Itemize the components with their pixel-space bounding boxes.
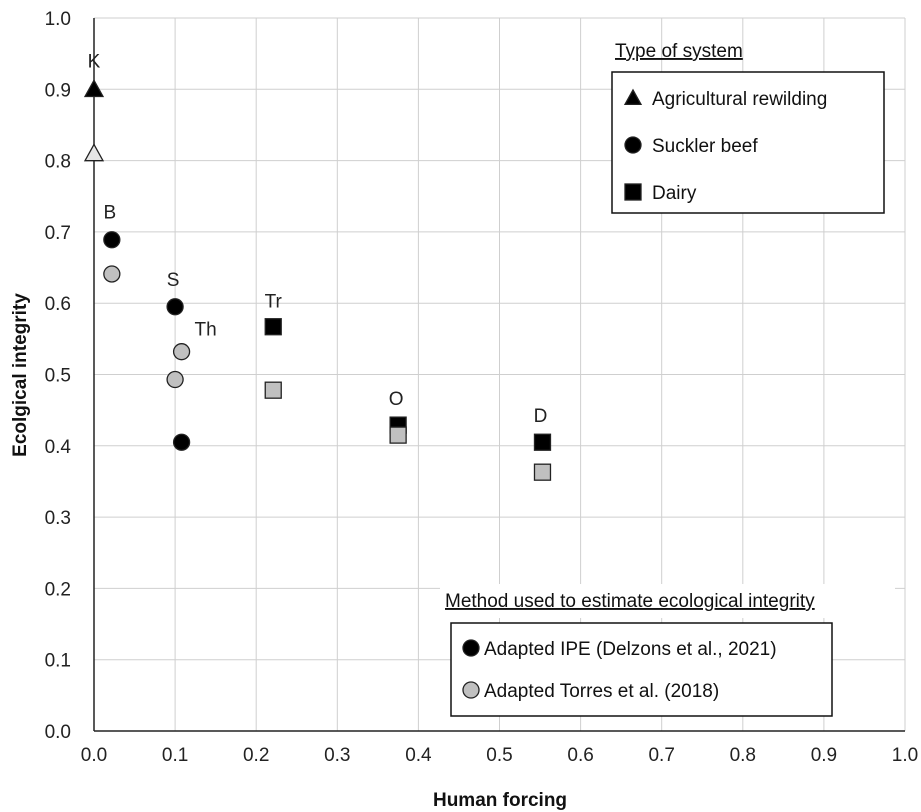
x-tick-label: 0.2 [243, 745, 269, 766]
data-points [83, 78, 552, 481]
x-axis-title: Human forcing [433, 790, 567, 811]
legend-entry-label: Dairy [652, 183, 697, 204]
chart-axes [93, 18, 905, 732]
y-tick-label: 0.1 [45, 651, 71, 672]
y-tick-label: 0.5 [45, 366, 71, 387]
legend-entry-label: Adapted Torres et al. (2018) [484, 681, 719, 702]
data-point-circle [166, 370, 184, 389]
point-label: S [167, 270, 180, 291]
chart-grid [94, 17, 906, 731]
point-label: B [103, 203, 116, 224]
y-tick-label: 0.6 [45, 294, 71, 315]
data-point-circle [103, 265, 121, 283]
y-tick-label: 0.4 [45, 437, 72, 458]
point-label: O [389, 389, 404, 410]
y-tick-label: 0.0 [45, 722, 71, 743]
data-point-square [264, 381, 282, 399]
data-point-triangle [83, 78, 105, 98]
legend-entry-label: Agricultural rewilding [652, 89, 827, 110]
x-tick-label: 0.1 [162, 745, 188, 766]
data-point-square [533, 433, 552, 451]
x-tick-label: 0.5 [486, 745, 512, 766]
x-tick-label: 0.0 [81, 745, 107, 766]
data-point-circle [166, 298, 184, 316]
legend-entry-label: Adapted IPE (Delzons et al., 2021) [484, 639, 777, 660]
y-tick-labels: 0.0 0.1 0.2 0.3 0.4 0.5 0.6 0.7 0.8 0.9 1.0 [45, 9, 72, 743]
y-tick-label: 1.0 [45, 9, 71, 30]
legend-marker-circle [624, 136, 642, 154]
legend-entry-label: Suckler beef [652, 136, 758, 157]
x-tick-labels: 0.0 0.1 0.2 0.3 0.4 0.5 0.6 0.7 0.8 0.9 1.0 [81, 745, 918, 766]
point-label: D [534, 406, 548, 427]
point-label: Th [194, 320, 216, 341]
legend-method-title: Method used to estimate ecological integ… [445, 591, 815, 612]
x-tick-label: 0.8 [730, 745, 756, 766]
y-tick-label: 0.3 [45, 508, 71, 529]
legend-method-box [450, 622, 833, 717]
legend-system-title: Type of system [615, 41, 743, 62]
data-point-circle [172, 433, 191, 451]
y-tick-label: 0.9 [45, 80, 71, 101]
data-point-circle [103, 231, 121, 249]
y-tick-label: 0.2 [45, 579, 71, 600]
y-tick-label: 0.7 [45, 223, 71, 244]
x-tick-label: 0.3 [324, 745, 350, 766]
data-point-square [389, 426, 407, 444]
legend-method-bg [440, 584, 895, 618]
y-tick-label: 0.8 [45, 152, 71, 173]
point-label: K [88, 51, 101, 72]
legend-marker-triangle [623, 88, 643, 106]
point-label: Tr [265, 292, 283, 313]
x-tick-label: 0.9 [811, 745, 837, 766]
legend-method: Method used to estimate ecological integ… [440, 584, 895, 717]
y-axis-title: Ecolgical integrity [10, 293, 31, 457]
point-labels: K B S Th Tr O D [88, 51, 548, 427]
data-point-square [264, 318, 282, 336]
x-tick-label: 1.0 [892, 745, 918, 766]
x-tick-label: 0.7 [648, 745, 674, 766]
legend-method-marker [462, 639, 480, 657]
data-point-triangle [83, 143, 105, 162]
legend-marker-square [624, 183, 642, 201]
legend-system-type: Type of system Agricultural rewilding Suc… [611, 41, 885, 214]
data-point-square [533, 463, 552, 481]
legend-system-box [611, 71, 885, 214]
x-tick-label: 0.4 [405, 745, 432, 766]
data-point-circle [172, 343, 191, 361]
x-tick-label: 0.6 [567, 745, 593, 766]
legend-method-marker [462, 681, 480, 699]
